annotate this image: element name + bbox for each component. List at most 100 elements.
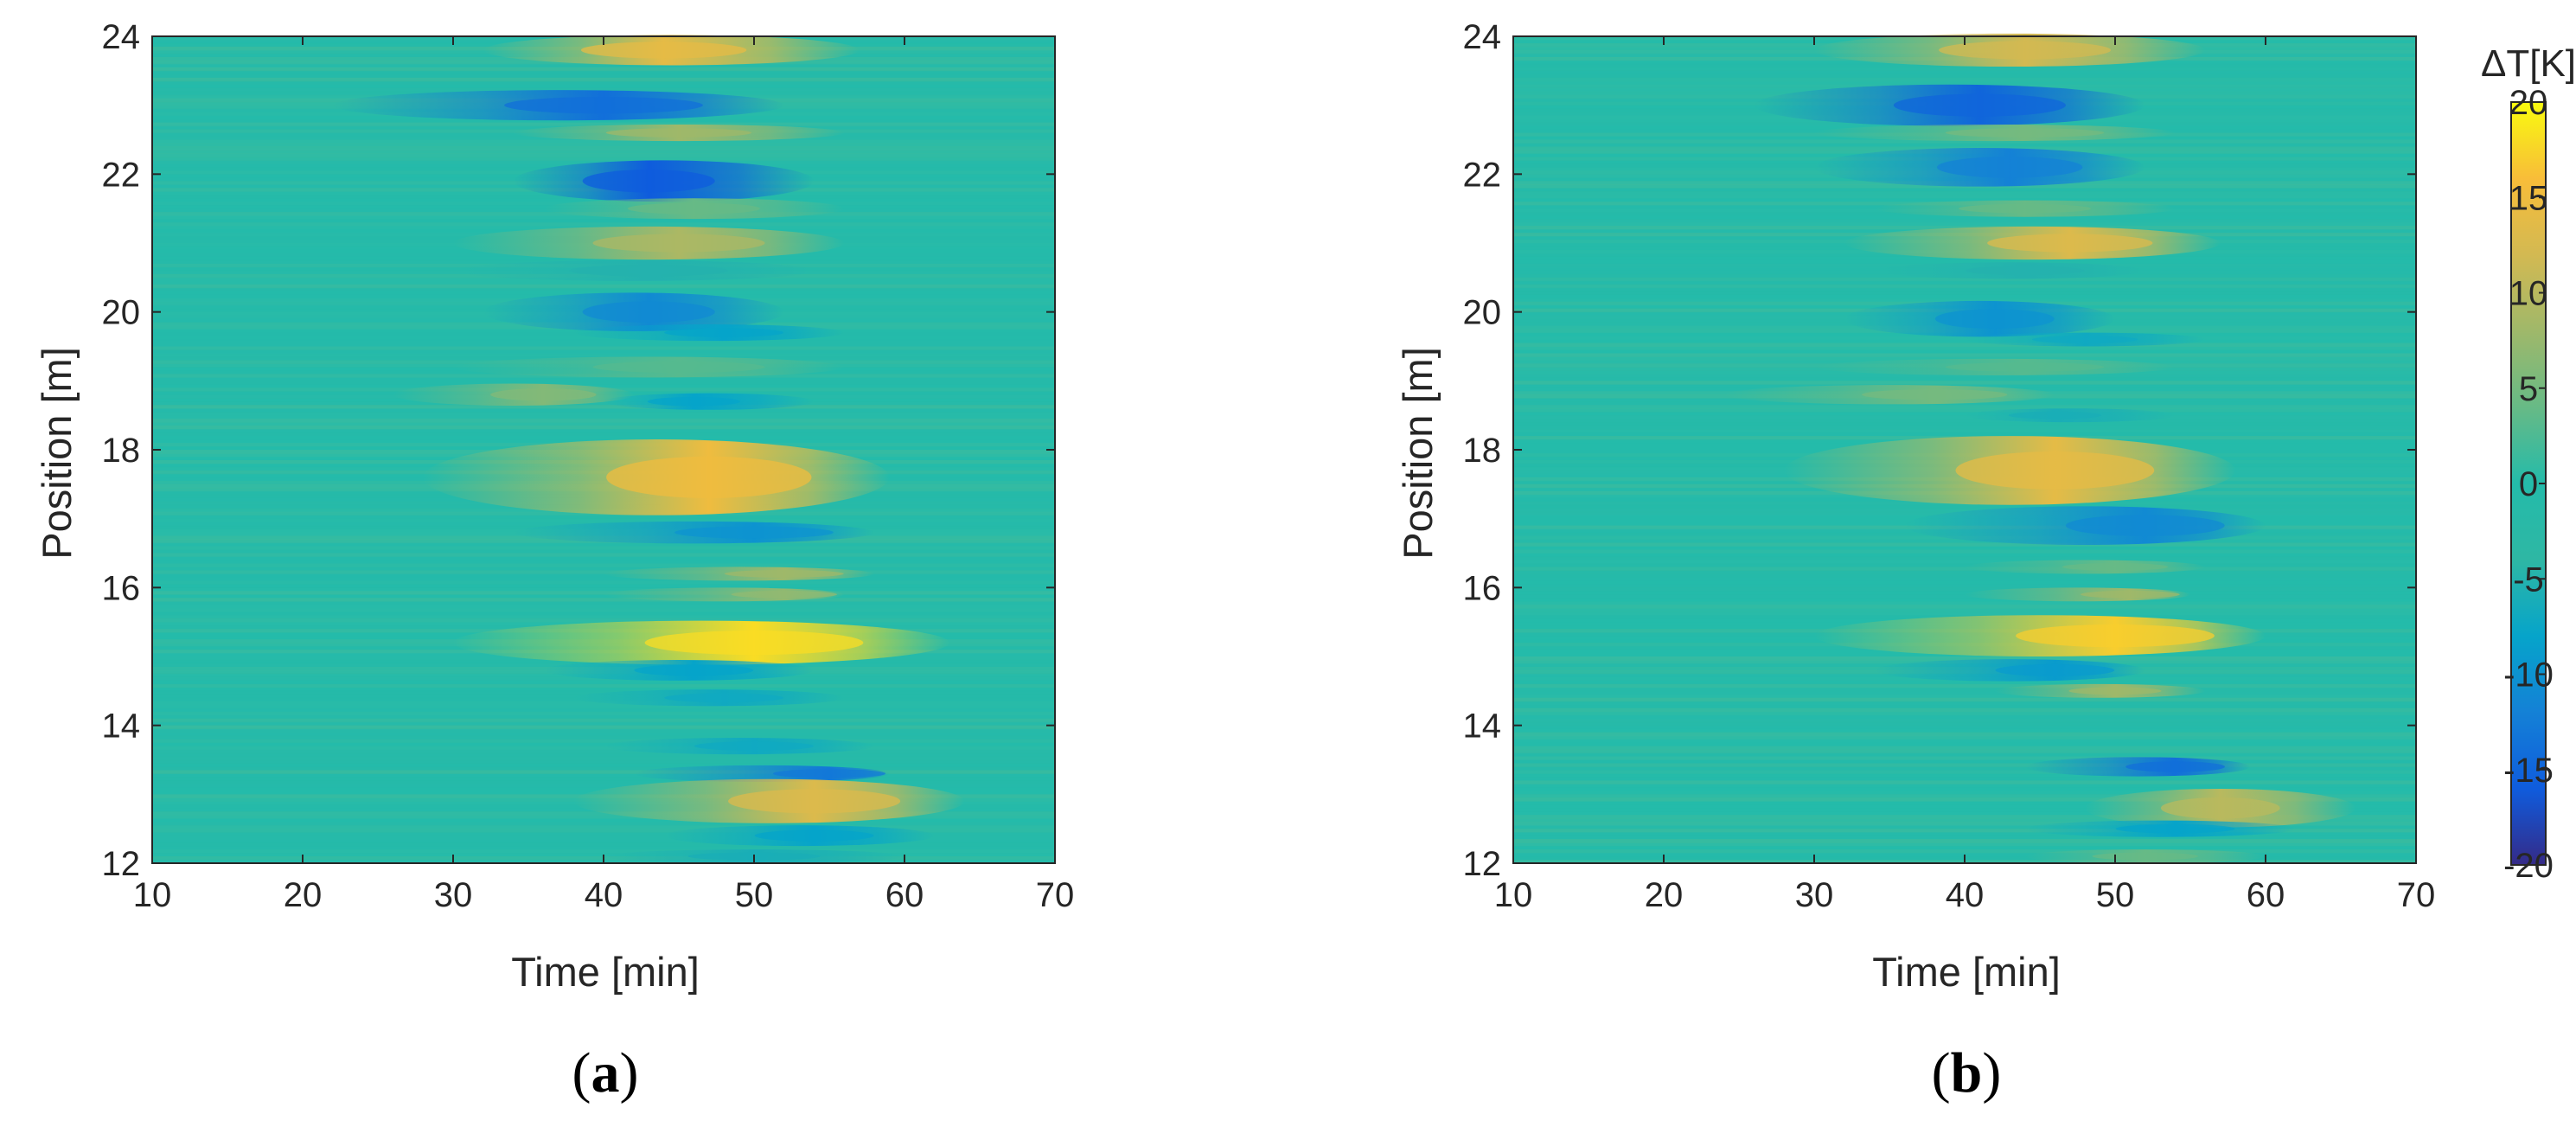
colorbar-tick-label: 0 (2519, 465, 2538, 503)
heat-feature-core (664, 693, 784, 703)
noise-streak (152, 215, 1055, 220)
noise-streak (1513, 594, 2416, 599)
heat-feature-core (569, 265, 729, 277)
colorbar-tick-label: -20 (2503, 847, 2554, 885)
heat-feature-core (2125, 761, 2226, 772)
noise-streak (1513, 612, 2416, 616)
heat-feature-core (1934, 309, 2055, 330)
noise-streak (152, 122, 1055, 127)
noise-streak (1513, 405, 2416, 409)
noise-streak (1513, 694, 2416, 699)
noise-streak (152, 825, 1055, 829)
noise-streak (152, 377, 1055, 381)
heat-feature-core (664, 328, 784, 337)
heat-feature-core (1959, 203, 2092, 214)
noise-streak (1513, 284, 2416, 289)
noise-streak (152, 773, 1055, 778)
noise-streak (152, 766, 1055, 772)
noise-streak (1513, 708, 2416, 713)
noise-streak (152, 759, 1055, 765)
noise-streak (152, 680, 1055, 685)
noise-streak (1513, 356, 2416, 362)
noise-streak (1513, 542, 2416, 547)
noise-streak (152, 118, 1055, 124)
noise-streak (152, 787, 1055, 791)
noise-streak (152, 553, 1055, 558)
y-ticks-b: 12 14 16 18 20 22 24 (1463, 18, 2416, 883)
noise-streak (152, 594, 1055, 599)
noise-streak (1513, 801, 2416, 805)
noise-streak (1513, 67, 2416, 72)
noise-streak (1513, 563, 2416, 568)
heatmap-a (152, 35, 1055, 864)
noise-streak (152, 560, 1055, 565)
noise-streak (152, 708, 1055, 713)
noise-streak (152, 832, 1055, 836)
noise-streak (152, 219, 1055, 223)
noise-streak (1513, 419, 2416, 423)
noise-streak (152, 139, 1055, 144)
noise-streak (1513, 697, 2416, 702)
noise-streak (1513, 80, 2416, 86)
noise-streak (1513, 756, 2416, 761)
noise-streak (1513, 412, 2416, 416)
heat-feature-core (634, 664, 754, 676)
noise-streak (1513, 560, 2416, 565)
noise-streak (1513, 408, 2416, 413)
noise-streak (152, 618, 1055, 623)
heat-feature-core (1939, 41, 2112, 60)
noise-streak (1513, 432, 2416, 437)
noise-streak (1513, 508, 2416, 513)
noise-streak (1513, 584, 2416, 588)
noise-streak (152, 408, 1055, 413)
noise-streak (1513, 683, 2416, 688)
y-ticks-a: 12 14 16 18 20 22 24 (102, 18, 1055, 883)
noise-streak (152, 401, 1055, 406)
noise-streak (152, 419, 1055, 423)
noise-streak (1513, 808, 2416, 812)
noise-streak (152, 739, 1055, 744)
x-axis-title-b: Time [min] (1872, 949, 2061, 995)
noise-streak (152, 605, 1055, 609)
noise-streak (1513, 825, 2416, 829)
noise-streak (1513, 570, 2416, 574)
noise-streak (152, 839, 1055, 843)
noise-streak (1513, 739, 2416, 744)
y-tick-label: 12 (1463, 845, 1502, 883)
noise-streak (152, 343, 1055, 348)
noise-streak (1513, 804, 2416, 809)
noise-streak (152, 405, 1055, 409)
noise-streak (1513, 849, 2416, 854)
y-tick-label: 12 (102, 845, 141, 883)
noise-streak (152, 676, 1055, 682)
noise-streak (152, 346, 1055, 351)
heat-feature-core (644, 631, 864, 656)
noise-streak (1513, 728, 2416, 733)
noise-streak (1513, 567, 2416, 572)
noise-streak (1513, 294, 2416, 299)
x-tick-label: 20 (284, 876, 323, 914)
noise-streak (1513, 343, 2416, 348)
noise-streak (152, 687, 1055, 692)
noise-streak (1513, 836, 2416, 840)
heat-feature-core (592, 361, 765, 373)
noise-streak (1513, 374, 2416, 378)
noise-streak (152, 846, 1055, 850)
noise-streak (1513, 815, 2416, 819)
noise-streak (152, 157, 1055, 161)
heat-feature-core (1945, 362, 2105, 372)
noise-streak (152, 432, 1055, 437)
noise-streak (152, 70, 1055, 75)
noise-streak (1513, 349, 2416, 355)
noise-streak (1513, 556, 2416, 561)
noise-streak (152, 701, 1055, 706)
noise-streak (1513, 787, 2416, 791)
noise-streak (152, 429, 1055, 433)
noise-streak (1513, 401, 2416, 406)
y-tick-label: 16 (1463, 569, 1502, 607)
y-tick-label: 20 (1463, 294, 1502, 332)
noise-streak (152, 598, 1055, 602)
noise-streak (1513, 818, 2416, 823)
noise-streak (1513, 811, 2416, 816)
